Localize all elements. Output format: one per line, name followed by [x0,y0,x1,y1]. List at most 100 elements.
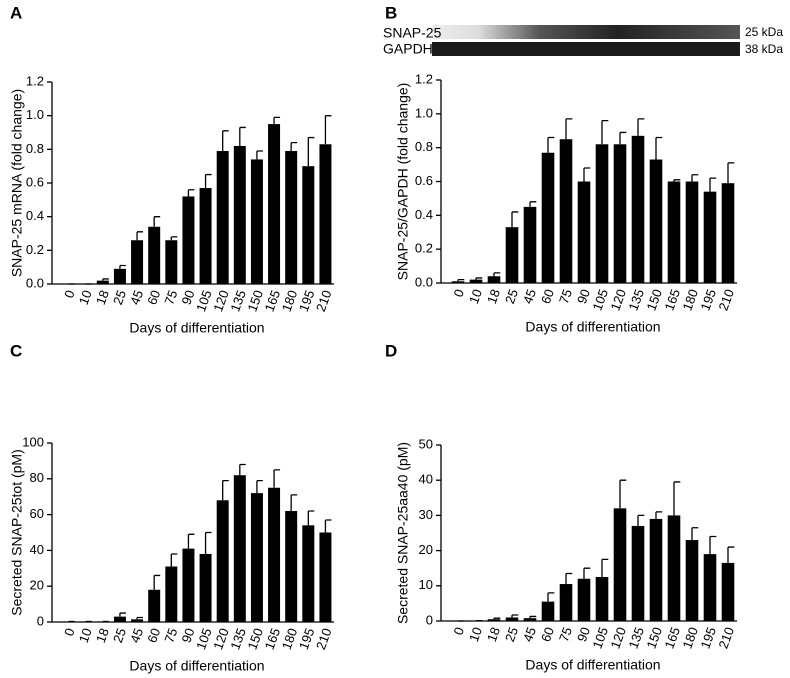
error-bar [187,189,195,197]
x-axis-title: Days of differentiation [129,320,264,336]
error-bar [307,136,315,167]
bar [595,577,609,621]
x-tick-label: 10 [466,625,485,644]
bar [131,619,144,622]
x-tick-label: 90 [574,625,593,644]
blot-band [432,42,740,56]
error-bar [709,535,717,555]
x-tick-label: 180 [279,288,301,314]
error-bar [547,136,555,153]
x-tick-label: 150 [644,625,666,651]
error-bar [619,131,627,145]
x-tick-label: 75 [556,625,575,644]
x-tick-label: 180 [279,626,301,652]
y-tick-label: 1.0 [26,107,44,122]
panel-label: D [385,341,397,360]
error-bar [256,479,263,494]
error-bar [529,201,537,207]
bar [165,240,178,284]
error-bar [256,150,263,160]
x-tick-label: 18 [93,288,112,307]
x-tick-label: 135 [626,287,648,313]
bar [285,151,298,284]
x-tick-label: 195 [698,625,720,651]
x-tick-label: 45 [127,626,146,645]
error-bar [511,614,519,618]
error-bar [239,126,246,146]
x-tick-label: 18 [484,625,503,644]
bar [285,511,298,622]
x-tick-label: 60 [144,288,163,307]
blot-size: 25 kDa [745,25,783,39]
y-tick-label: 0.6 [415,173,433,188]
blot-size: 38 kDa [745,42,783,56]
error-bar [637,118,645,136]
y-tick-label: 40 [419,472,433,487]
y-tick-label: 40 [30,542,44,557]
bar [721,562,735,621]
error-bar [239,463,246,476]
error-bar [204,531,212,554]
bar [649,518,663,621]
x-tick-label: 10 [466,287,485,306]
x-tick-label: 45 [520,287,539,306]
error-bar [222,479,229,501]
x-tick-label: 0 [450,287,467,299]
y-tick-label: 0.8 [26,141,44,156]
x-tick-label: 120 [210,288,232,314]
error-bar [727,162,735,184]
error-bar [290,494,298,512]
y-tick-label: 10 [419,577,433,592]
bar [577,181,591,283]
bar [469,279,483,283]
bar [523,206,537,283]
bar [268,487,281,622]
x-tick-label: 0 [61,288,78,300]
bar [113,616,126,622]
error-bar [273,116,281,125]
x-tick-label: 105 [590,287,612,313]
x-tick-label: 75 [556,287,575,306]
bar [216,500,229,622]
x-tick-label: 120 [608,287,630,313]
x-tick-label: 0 [61,626,78,638]
x-tick-label: 150 [244,288,266,314]
error-bar [583,567,591,579]
y-axis-title: Secreted SNAP-25tot (pM) [9,449,25,616]
error-bar [136,231,144,241]
panel-label: B [385,3,397,22]
bar [250,493,263,622]
bar [595,144,609,283]
x-tick-label: 90 [178,288,197,307]
x-tick-label: 180 [680,625,702,651]
x-tick-label: 195 [296,288,318,314]
y-tick-label: 80 [30,470,44,485]
bar [319,144,332,284]
bar [505,617,519,621]
bar [113,268,126,284]
x-tick-label: 18 [93,626,112,645]
x-tick-label: 90 [574,287,593,306]
bar [613,144,627,283]
bar [649,159,663,283]
bar [268,124,281,284]
blot-label: GAPDH [383,41,433,57]
x-tick-label: 195 [296,626,318,652]
x-tick-label: 120 [608,625,630,651]
error-bar [153,574,161,590]
y-tick-label: 100 [22,434,44,449]
x-axis-title: Days of differentiation [525,657,660,673]
bar [667,181,681,283]
x-tick-label: 165 [662,625,684,651]
bar [685,540,699,621]
x-tick-label: 75 [161,288,180,307]
y-tick-label: 0.0 [26,275,44,290]
error-bar [119,264,126,269]
x-tick-label: 25 [110,288,129,307]
bar [451,281,465,283]
x-tick-label: 18 [484,287,503,306]
error-bar [324,115,332,145]
error-bar [457,278,465,282]
bar [131,240,144,284]
x-tick-label: 25 [502,625,521,644]
